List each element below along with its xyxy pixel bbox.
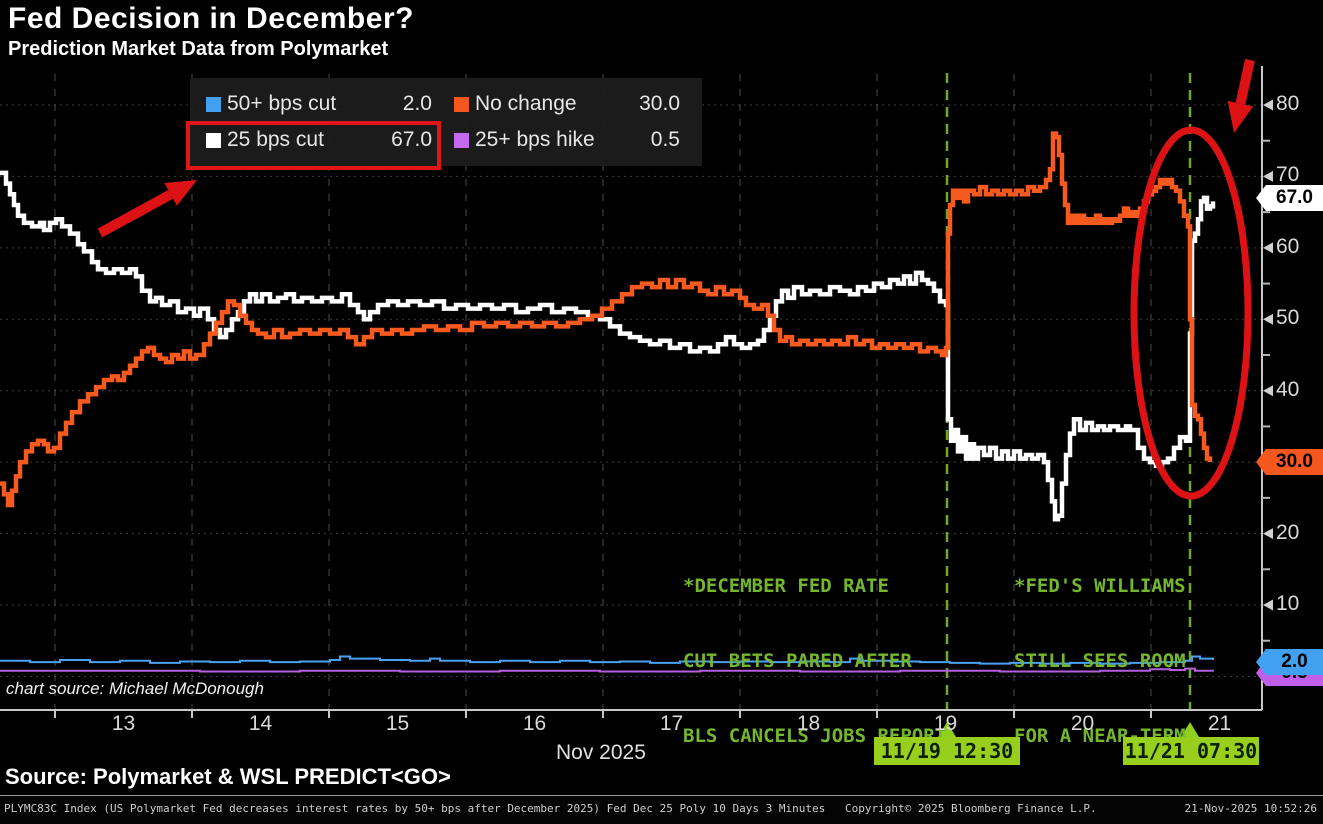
x-axis-tick-label: 20 [1070, 712, 1095, 735]
red-circle-annotation [1130, 126, 1252, 500]
y-axis-tick-label: 80 [1276, 92, 1300, 115]
x-axis-tick-label: 17 [659, 712, 684, 735]
legend-item-no-change: No change 30.0 [454, 86, 702, 122]
series-25-bps-cut [0, 170, 1216, 522]
x-axis-tick-label: 19 [933, 712, 958, 735]
x-axis-tick-label: 18 [796, 712, 821, 735]
legend-swatch-purple [454, 132, 469, 148]
footer-timestamp: 21-Nov-2025 10:52:26 [1184, 802, 1317, 815]
event-timestamp-1: 11/19 12:30 [874, 737, 1020, 765]
y-axis-tick-label: 10 [1276, 592, 1300, 615]
price-tag-30.0: 30.0 [1256, 449, 1323, 476]
y-major-tick [1263, 99, 1273, 111]
event-marker-triangle [1181, 722, 1199, 737]
footer-security-description: PLYMC83C Index (US Polymarket Fed decrea… [4, 802, 826, 815]
legend-value: 67.0 [391, 128, 432, 151]
page-title: Fed Decision in December? [8, 2, 414, 35]
red-highlight-box [186, 121, 441, 170]
legend-label: No change [475, 92, 577, 115]
legend-swatch-white [206, 132, 221, 148]
terminal-footer: PLYMC83C Index (US Polymarket Fed decrea… [0, 796, 1323, 824]
x-axis-tick-label: 16 [522, 712, 547, 735]
y-major-tick [1263, 170, 1273, 182]
legend-swatch-orange [454, 96, 469, 112]
legend-value: 0.5 [650, 128, 680, 151]
legend-value: 30.0 [639, 92, 680, 115]
y-axis-tick-label: 40 [1276, 377, 1300, 401]
y-major-tick [1263, 528, 1273, 540]
x-axis-tick-label: 15 [385, 712, 410, 735]
y-axis-tick-label: 60 [1276, 234, 1300, 258]
series-50-bps-cut [0, 655, 1214, 665]
x-axis-tick-label: 13 [111, 712, 136, 735]
legend-value: 2.0 [402, 92, 432, 115]
legend-item-25bps-cut: 25 bps cut 67.0 [206, 122, 454, 158]
y-axis-tick-label: 50 [1276, 306, 1300, 330]
chart-source-credit: chart source: Michael McDonough [6, 679, 264, 698]
series-no-change [0, 131, 1213, 508]
legend-swatch-blue [206, 96, 221, 112]
red-arrow-left-head [164, 180, 197, 206]
red-arrow-right-shaft [1235, 58, 1255, 105]
y-major-tick [1263, 385, 1273, 397]
y-major-tick [1263, 313, 1273, 325]
x-axis-month-label: Nov 2025 [556, 741, 646, 764]
y-major-tick [1263, 242, 1273, 254]
news-annotation-1: *DECEMBER FED RATE CUT BETS PARED AFTER … [683, 575, 947, 747]
page-subtitle: Prediction Market Data from Polymarket [8, 38, 389, 60]
y-major-tick [1263, 599, 1273, 611]
event-timestamp-2: 11/21 07:30 [1123, 737, 1259, 765]
y-axis-tick-label: 20 [1276, 520, 1300, 544]
event-marker-triangle [938, 722, 956, 737]
y-axis-tick-label: 70 [1276, 163, 1300, 187]
red-arrow-left-shaft [97, 189, 174, 238]
legend-item-50bps-cut: 50+ bps cut 2.0 [206, 86, 454, 122]
x-axis-tick-label: 14 [248, 712, 273, 735]
source-line: Source: Polymarket & WSL PREDICT<GO> [5, 764, 451, 789]
series-25-bps-hike [0, 667, 1214, 673]
legend-label: 25 bps cut [227, 128, 324, 151]
price-tag-67.0: 67.0 [1256, 184, 1323, 211]
x-axis-tick-label: 21 [1207, 712, 1232, 735]
news-annotation-2: *FED'S WILLIAMS STILL SEES ROOM FOR A NE… [1014, 575, 1186, 822]
red-arrow-right-head [1227, 100, 1254, 133]
footer-copyright: Copyright© 2025 Bloomberg Finance L.P. [845, 802, 1097, 815]
legend-label: 25+ bps hike [475, 128, 595, 151]
legend-label: 50+ bps cut [227, 92, 337, 115]
legend-item-25bps-hike: 25+ bps hike 0.5 [454, 122, 702, 158]
price-tag-2.0: 2.0 [1256, 649, 1323, 676]
footer-divider [0, 795, 1323, 796]
